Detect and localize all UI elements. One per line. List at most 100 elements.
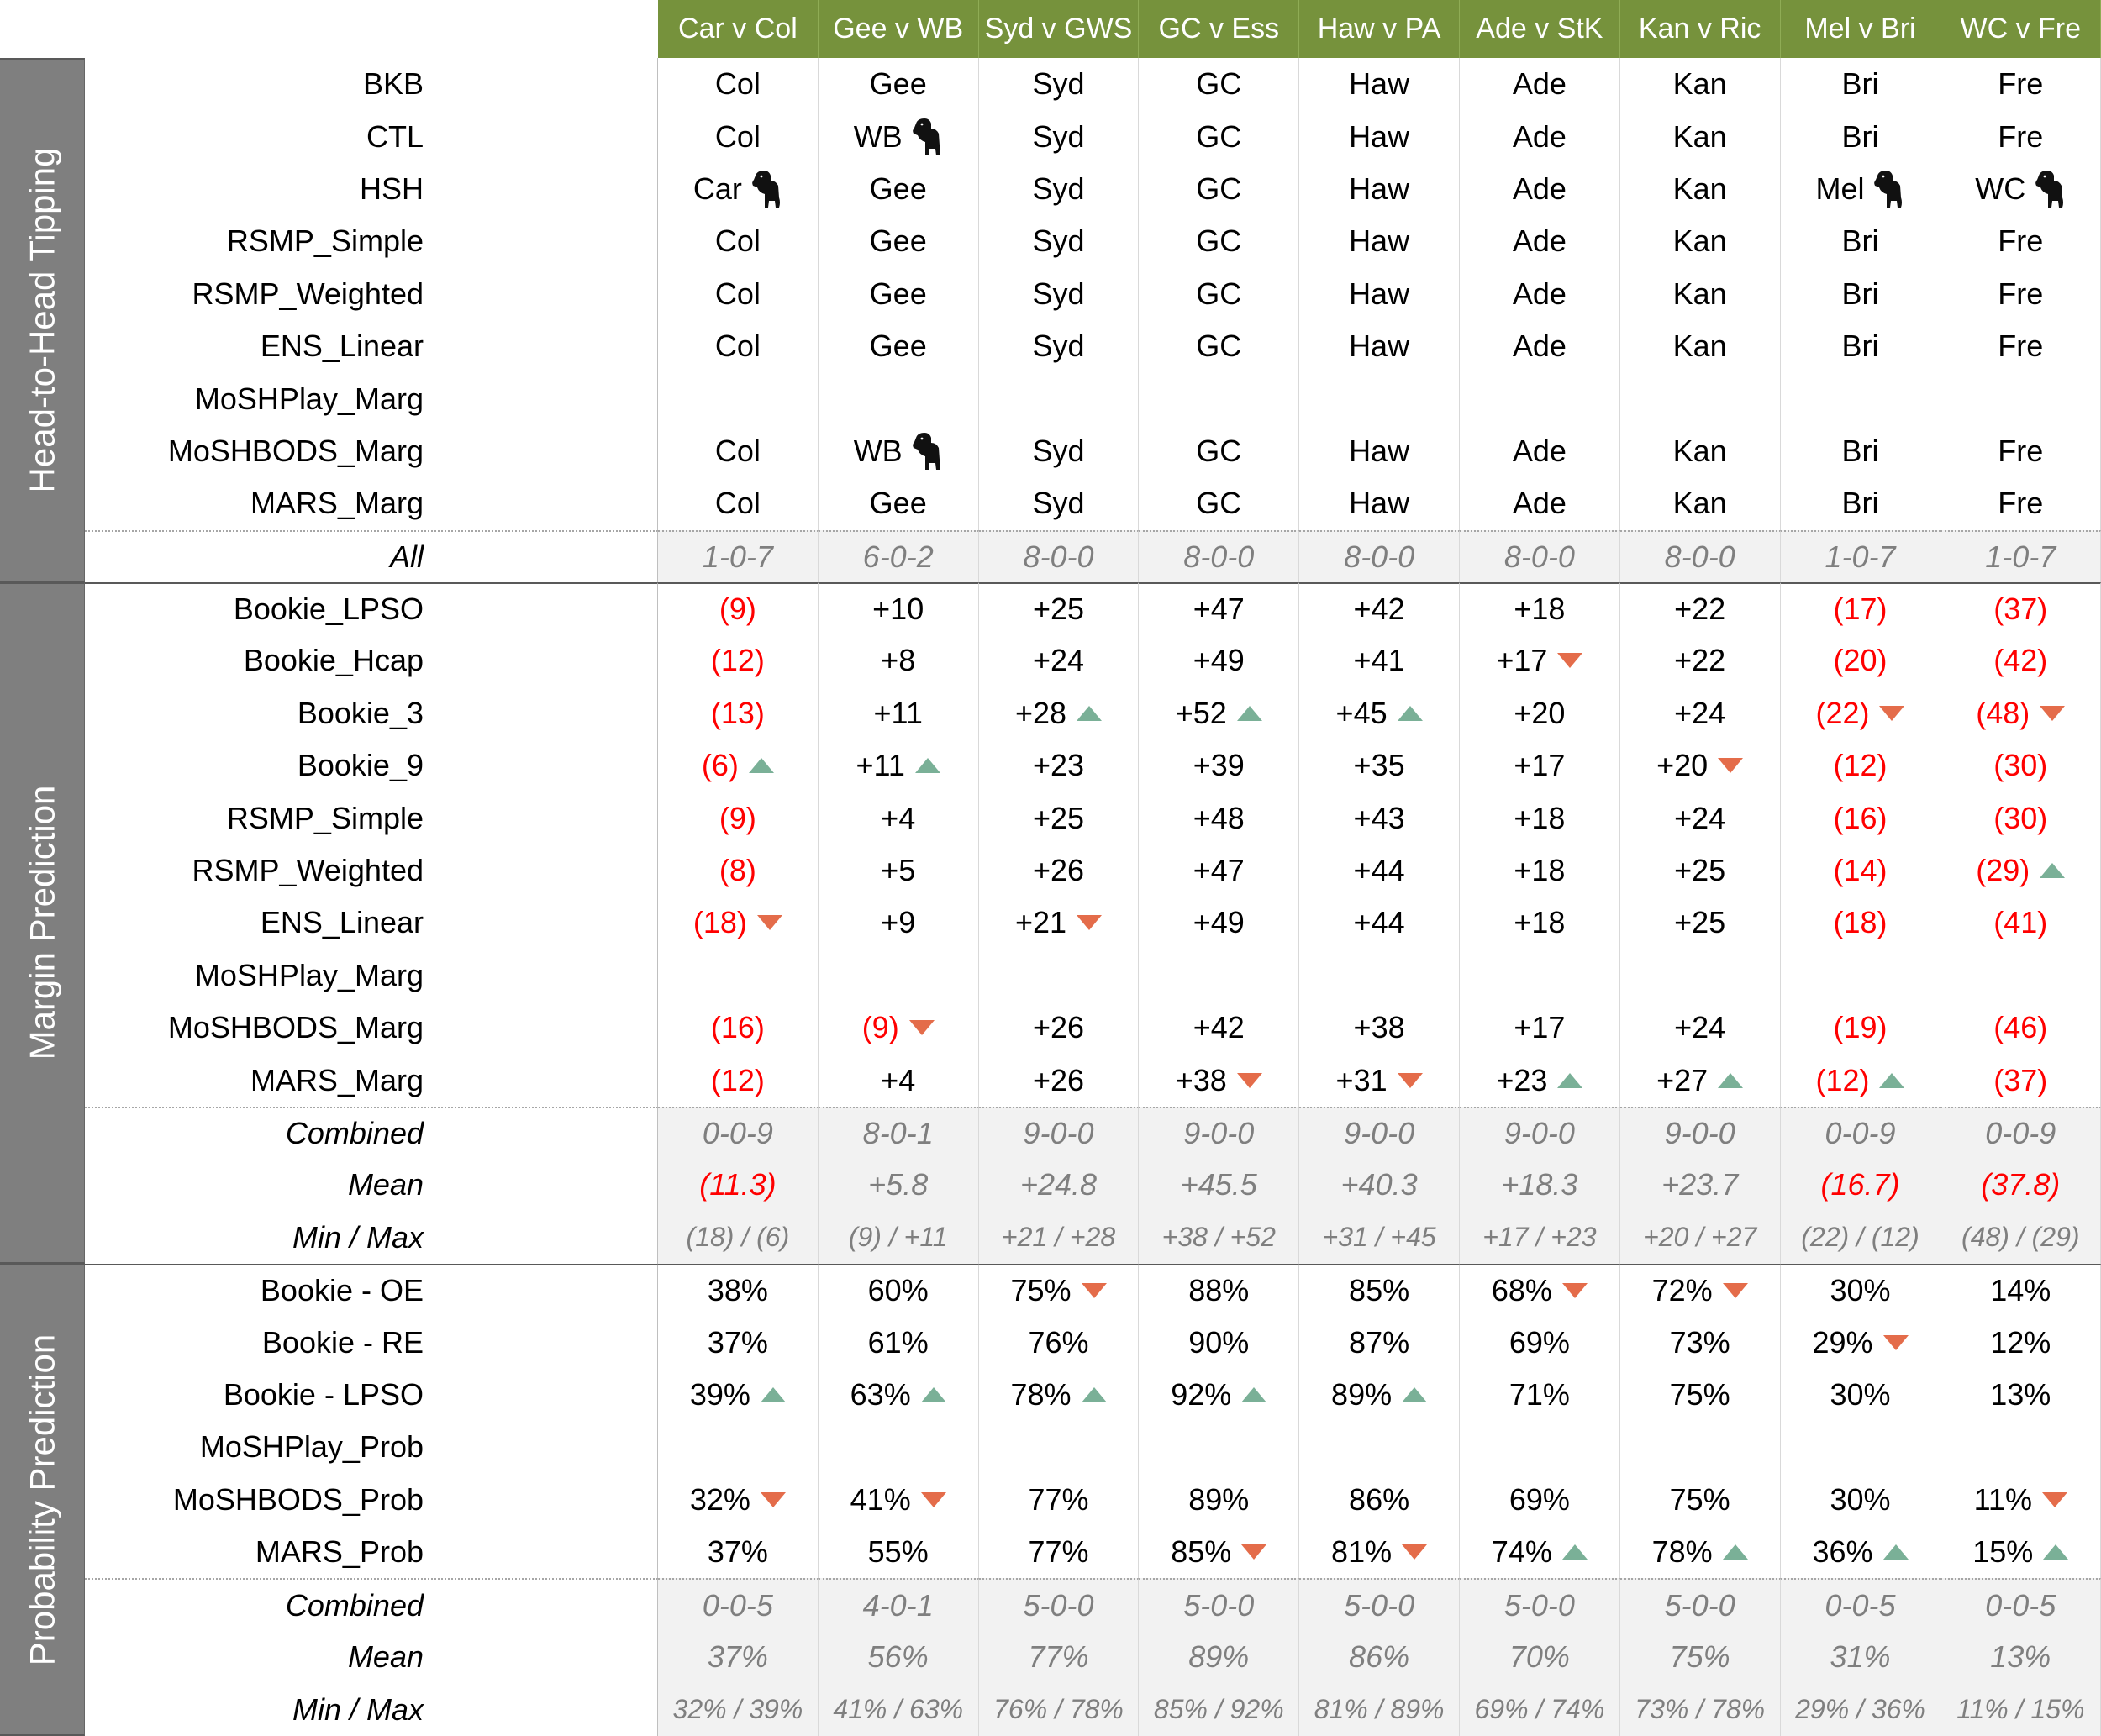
prediction-cell: 15% <box>1940 1525 2101 1579</box>
cell-value: +18 <box>1514 592 1566 627</box>
cell-value: 8-0-0 <box>1344 539 1415 574</box>
model-row-label: Bookie - OE <box>85 1263 658 1317</box>
cell-value: Bri <box>1841 276 1879 311</box>
prediction-cell: (9) <box>818 1002 979 1055</box>
cell-value: +20 / +27 <box>1643 1222 1757 1253</box>
summary-cell: 5-0-0 <box>1619 1578 1781 1631</box>
cell-value: Gee <box>869 276 927 311</box>
summary-cell: 1-0-7 <box>1780 529 1941 582</box>
cell-value: 75% <box>1669 1376 1730 1412</box>
cell-value: Syd <box>1032 66 1085 102</box>
cell-value: 9-0-0 <box>1664 1116 1735 1150</box>
cell-value: +22 <box>1674 643 1726 678</box>
summary-cell: 8-0-0 <box>1619 529 1781 582</box>
cell-value: +49 <box>1193 643 1245 678</box>
prediction-cell: (46) <box>1940 1002 2101 1055</box>
prediction-cell: (13) <box>658 687 819 740</box>
up-arrow-icon <box>1397 705 1423 721</box>
summary-row-label: Mean <box>85 1159 658 1212</box>
prediction-cell: Fre <box>1940 477 2101 530</box>
cell-value: +17 <box>1514 1010 1566 1045</box>
prediction-cell <box>1299 949 1460 1002</box>
prediction-cell: Col <box>658 215 819 268</box>
cell-value: 77% <box>1028 1534 1089 1570</box>
prediction-cell: 89% <box>1139 1473 1300 1526</box>
prediction-cell <box>978 1421 1140 1474</box>
cell-value: 77% <box>1028 1481 1089 1517</box>
cell-value: Col <box>714 329 761 364</box>
summary-cell: 9-0-0 <box>1299 1106 1460 1160</box>
prediction-cell: +38 <box>1299 1002 1460 1055</box>
cell-value: Bri <box>1841 118 1879 154</box>
cell-value: 8-0-0 <box>1664 539 1735 574</box>
prediction-cell: Kan <box>1619 215 1781 268</box>
down-arrow-icon <box>1557 653 1583 669</box>
up-arrow-icon <box>1402 1386 1428 1402</box>
cell-value: +25 <box>1674 905 1726 940</box>
prediction-cell: 72% <box>1619 1263 1781 1317</box>
cell-value: 89% <box>1188 1481 1250 1517</box>
prediction-cell: Gee <box>818 215 979 268</box>
cell-value: +18 <box>1514 853 1566 888</box>
cell-value: 8-0-0 <box>1183 539 1255 574</box>
cell-value: 31% <box>1830 1639 1891 1674</box>
prediction-cell: Fre <box>1940 319 2101 373</box>
prediction-cell: 77% <box>978 1525 1140 1579</box>
cell-value: +44 <box>1353 853 1405 888</box>
prediction-cell: Ade <box>1459 424 1620 478</box>
up-arrow-icon <box>914 758 940 774</box>
cell-value: (20) <box>1833 643 1888 678</box>
cell-value: Syd <box>1032 171 1085 206</box>
cell-value: Fre <box>1998 329 2044 364</box>
cell-value: (13) <box>710 695 765 730</box>
prediction-cell: +35 <box>1299 739 1460 792</box>
prediction-cell: Haw <box>1299 58 1460 111</box>
prediction-cell: Syd <box>978 477 1140 530</box>
match-column-header: Syd v GWS <box>978 0 1140 58</box>
cell-value: 76% <box>1028 1324 1089 1360</box>
cell-value: Bri <box>1841 433 1879 468</box>
prediction-cell: (30) <box>1940 739 2101 792</box>
cell-value: 5-0-0 <box>1503 1587 1575 1623</box>
cell-value: +9 <box>881 905 916 940</box>
prediction-cell: 88% <box>1139 1263 1300 1317</box>
cell-value: +8 <box>881 643 916 678</box>
cell-value: +4 <box>881 800 916 835</box>
cell-value: Ade <box>1512 276 1567 311</box>
cell-value: +42 <box>1193 1010 1245 1045</box>
cell-value: +25 <box>1032 800 1085 835</box>
cell-value: 12% <box>1990 1324 2051 1360</box>
summary-cell: 56% <box>818 1630 979 1684</box>
up-arrow-icon <box>760 1386 786 1402</box>
prediction-cell: Ade <box>1459 215 1620 268</box>
prediction-cell <box>1619 372 1781 425</box>
summary-cell: (22) / (12) <box>1780 1211 1941 1264</box>
prediction-cell: Syd <box>978 162 1140 216</box>
prediction-cell: Fre <box>1940 424 2101 478</box>
down-arrow-icon <box>756 915 782 931</box>
prediction-cell: +42 <box>1299 581 1460 635</box>
down-arrow-icon <box>760 1491 786 1507</box>
summary-cell: 0-0-5 <box>1940 1578 2101 1631</box>
cell-value: +26 <box>1032 1062 1085 1097</box>
prediction-cell <box>1139 372 1300 425</box>
prediction-cell <box>1940 949 2101 1002</box>
cell-value: 75% <box>1669 1481 1730 1517</box>
cell-value: Ade <box>1512 171 1567 206</box>
summary-cell: 8-0-0 <box>1459 529 1620 582</box>
cell-value: +10 <box>872 592 924 627</box>
cell-value: (8) <box>719 853 756 888</box>
summary-cell: 9-0-0 <box>1139 1106 1300 1160</box>
prediction-cell: (42) <box>1940 634 2101 687</box>
model-row-label: BKB <box>85 58 658 111</box>
summary-cell: 8-0-0 <box>1139 529 1300 582</box>
prediction-cell: 11% <box>1940 1473 2101 1526</box>
prediction-cell: +42 <box>1139 1002 1300 1055</box>
match-column-header: Car v Col <box>658 0 819 58</box>
prediction-cell: (18) <box>658 897 819 950</box>
cell-value: Col <box>714 433 761 468</box>
cell-value: 37% <box>707 1324 768 1360</box>
cell-value: 81% / 89% <box>1314 1694 1445 1725</box>
cell-value: +28 <box>1014 695 1067 730</box>
prediction-cell <box>1619 949 1781 1002</box>
